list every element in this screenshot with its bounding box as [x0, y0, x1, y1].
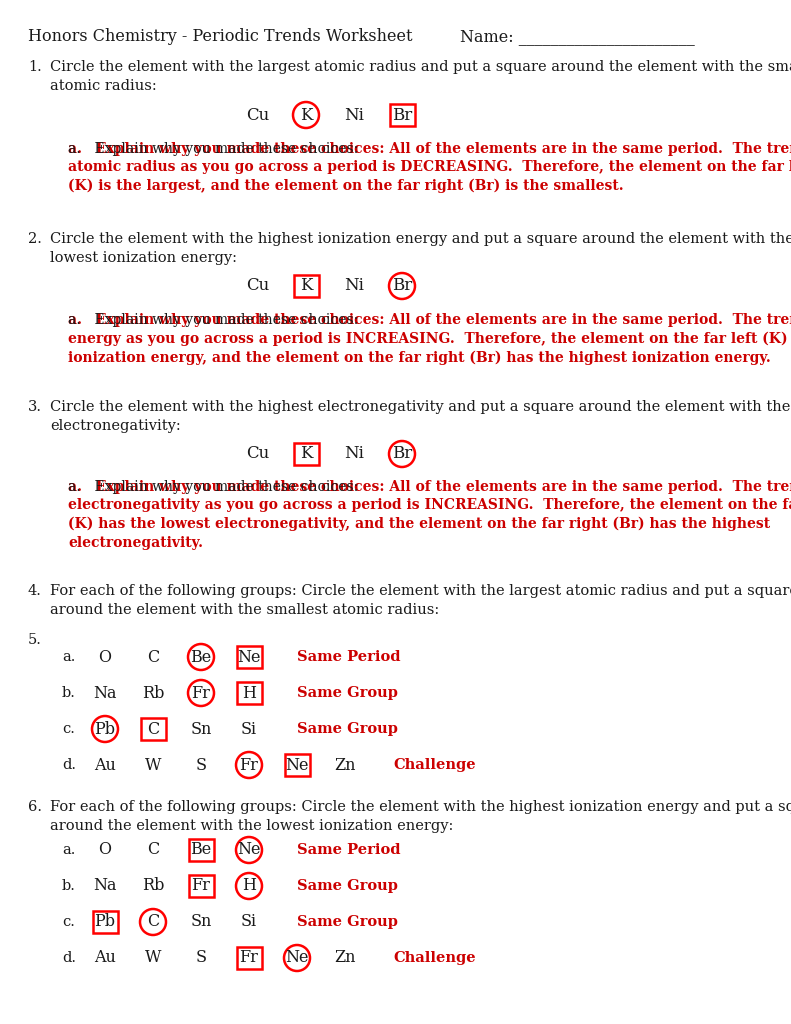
- Text: a.: a.: [62, 843, 75, 857]
- Bar: [188, 839, 214, 861]
- Bar: [237, 947, 262, 969]
- Text: 5.: 5.: [28, 633, 42, 647]
- Text: Rb: Rb: [142, 878, 165, 895]
- Text: Fr: Fr: [240, 949, 259, 967]
- Text: Rb: Rb: [142, 684, 165, 701]
- Text: H: H: [242, 878, 256, 895]
- Text: Ne: Ne: [237, 648, 261, 666]
- Bar: [188, 874, 214, 897]
- Text: 4.: 4.: [28, 584, 42, 598]
- Text: a. Explain why you made these choices:: a. Explain why you made these choices:: [68, 142, 362, 156]
- Text: Pb: Pb: [94, 913, 115, 931]
- Text: c.: c.: [62, 722, 75, 736]
- Text: Si: Si: [241, 721, 257, 737]
- Text: Cu: Cu: [246, 106, 270, 124]
- Text: O: O: [99, 648, 112, 666]
- Text: For each of the following groups: Circle the element with the highest ionization: For each of the following groups: Circle…: [50, 800, 791, 833]
- Text: Circle the element with the largest atomic radius and put a square around the el: Circle the element with the largest atom…: [50, 60, 791, 93]
- Text: Fr: Fr: [191, 684, 210, 701]
- Text: Na: Na: [93, 878, 117, 895]
- Text: Au: Au: [94, 949, 116, 967]
- Text: a. Explain why you made these choices: All of the elements are in the same perio: a. Explain why you made these choices: A…: [68, 142, 791, 194]
- Text: Same Group: Same Group: [297, 879, 398, 893]
- Bar: [237, 646, 262, 668]
- Text: a. Explain why you made these choices: All of the elements are in the same perio: a. Explain why you made these choices: A…: [68, 480, 791, 550]
- Text: Cu: Cu: [246, 278, 270, 295]
- Text: W: W: [145, 757, 161, 773]
- Text: Fr: Fr: [240, 757, 259, 773]
- Text: 2.: 2.: [28, 232, 42, 246]
- Text: b.: b.: [62, 686, 76, 700]
- Text: Ni: Ni: [344, 445, 364, 463]
- Text: Ne: Ne: [237, 842, 261, 858]
- Text: Same Group: Same Group: [297, 722, 398, 736]
- Text: Same Group: Same Group: [297, 915, 398, 929]
- Text: Br: Br: [392, 278, 412, 295]
- Text: d.: d.: [62, 951, 76, 965]
- Text: Ne: Ne: [286, 949, 308, 967]
- Text: Si: Si: [241, 913, 257, 931]
- Text: Br: Br: [392, 106, 412, 124]
- Text: W: W: [145, 949, 161, 967]
- Text: Challenge: Challenge: [393, 951, 475, 965]
- Text: Name: ______________________: Name: ______________________: [460, 28, 694, 45]
- Text: O: O: [99, 842, 112, 858]
- Text: a.: a.: [62, 650, 75, 664]
- Text: 3.: 3.: [28, 400, 42, 414]
- Text: Be: Be: [191, 842, 212, 858]
- Text: S: S: [195, 757, 206, 773]
- Text: c.: c.: [62, 915, 75, 929]
- Bar: [141, 718, 165, 740]
- Text: S: S: [195, 949, 206, 967]
- Text: 6.: 6.: [28, 800, 42, 814]
- Text: Be: Be: [191, 648, 212, 666]
- Text: a. Explain why you made these choices:: a. Explain why you made these choices:: [68, 313, 362, 327]
- Bar: [285, 754, 309, 776]
- Text: Ne: Ne: [286, 757, 308, 773]
- Text: C: C: [147, 721, 159, 737]
- Text: H: H: [242, 684, 256, 701]
- Text: a. Explain why you made these choices: All of the elements are in the same perio: a. Explain why you made these choices: A…: [68, 313, 791, 365]
- Text: Br: Br: [392, 445, 412, 463]
- Text: Same Group: Same Group: [297, 686, 398, 700]
- Text: K: K: [300, 106, 312, 124]
- Bar: [293, 443, 319, 465]
- Text: Same Period: Same Period: [297, 650, 400, 664]
- Text: Fr: Fr: [191, 878, 210, 895]
- Text: Zn: Zn: [335, 757, 356, 773]
- Text: Zn: Zn: [335, 949, 356, 967]
- Text: K: K: [300, 445, 312, 463]
- Text: Same Period: Same Period: [297, 843, 400, 857]
- Bar: [237, 682, 262, 705]
- Text: For each of the following groups: Circle the element with the largest atomic rad: For each of the following groups: Circle…: [50, 584, 791, 616]
- Text: Na: Na: [93, 684, 117, 701]
- Text: Sn: Sn: [191, 913, 212, 931]
- Bar: [293, 275, 319, 297]
- Bar: [389, 104, 414, 126]
- Text: Cu: Cu: [246, 445, 270, 463]
- Text: Au: Au: [94, 757, 116, 773]
- Text: K: K: [300, 278, 312, 295]
- Text: C: C: [147, 842, 159, 858]
- Text: Honors Chemistry - Periodic Trends Worksheet: Honors Chemistry - Periodic Trends Works…: [28, 28, 412, 45]
- Text: Circle the element with the highest ionization energy and put a square around th: Circle the element with the highest ioni…: [50, 232, 791, 265]
- Text: b.: b.: [62, 879, 76, 893]
- Text: Circle the element with the highest electronegativity and put a square around th: Circle the element with the highest elec…: [50, 400, 791, 433]
- Bar: [93, 911, 118, 933]
- Text: Ni: Ni: [344, 278, 364, 295]
- Text: a. Explain why you made these choices:: a. Explain why you made these choices:: [68, 480, 362, 494]
- Text: 1.: 1.: [28, 60, 42, 74]
- Text: Pb: Pb: [94, 721, 115, 737]
- Text: d.: d.: [62, 758, 76, 772]
- Text: Sn: Sn: [191, 721, 212, 737]
- Text: C: C: [147, 648, 159, 666]
- Text: C: C: [147, 913, 159, 931]
- Text: Ni: Ni: [344, 106, 364, 124]
- Text: Challenge: Challenge: [393, 758, 475, 772]
